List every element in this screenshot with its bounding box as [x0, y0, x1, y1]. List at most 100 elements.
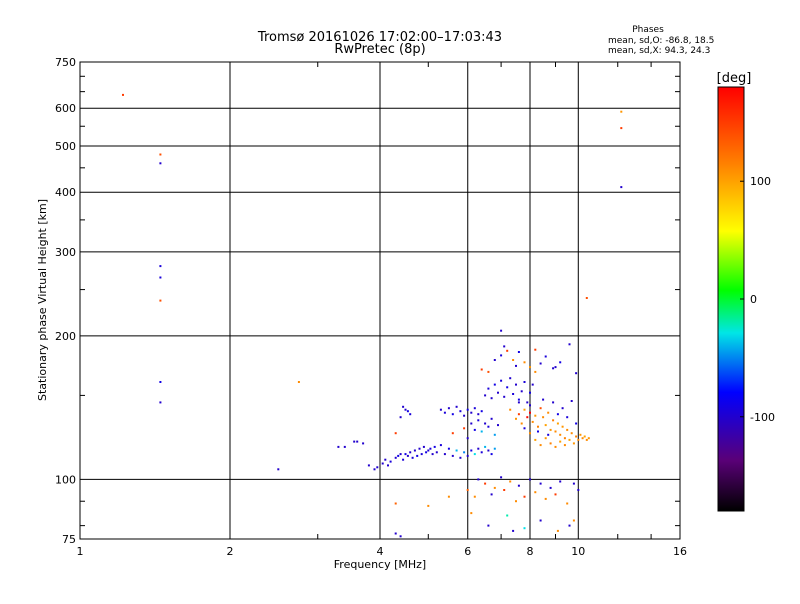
data-point [506, 386, 509, 389]
data-point [544, 497, 547, 500]
data-point [579, 433, 582, 436]
data-point [620, 110, 623, 113]
data-point [435, 451, 438, 454]
grid-lines [80, 62, 680, 539]
data-point [526, 401, 529, 404]
x-tick-label: 8 [527, 545, 534, 558]
data-point [493, 359, 496, 361]
data-point [394, 456, 397, 459]
y-tick-label: 75 [62, 533, 76, 546]
data-point [455, 405, 458, 408]
data-point [411, 456, 414, 459]
data-point [529, 391, 531, 394]
data-point [484, 445, 487, 448]
data-point [490, 453, 493, 456]
data-point [362, 442, 365, 445]
plot-frame [79, 61, 681, 540]
data-point [517, 484, 520, 487]
data-point [406, 410, 409, 413]
data-points [122, 93, 623, 538]
data-point [420, 453, 423, 456]
data-point [563, 437, 566, 440]
data-point [500, 329, 503, 332]
data-point [523, 361, 526, 364]
data-point [549, 486, 552, 489]
data-point [559, 440, 562, 443]
data-point [554, 430, 557, 433]
data-point [466, 437, 469, 440]
x-axis-label: Frequency [MHz] [334, 558, 426, 571]
data-point [484, 482, 487, 485]
data-point [413, 449, 416, 452]
data-point [537, 430, 539, 433]
data-point [572, 442, 575, 445]
data-point [387, 464, 389, 467]
data-point [477, 419, 480, 422]
data-point [427, 449, 430, 452]
data-point [470, 512, 473, 515]
x-tick-label: 6 [464, 545, 471, 558]
data-point [554, 366, 557, 369]
data-point [587, 437, 590, 440]
axis-ticks: 1 2 4 6 8 10 16 75 100 200 300 400 500 600 750 [55, 56, 687, 558]
data-point [487, 425, 490, 428]
data-point [466, 454, 469, 457]
data-point [566, 416, 569, 419]
data-point [575, 372, 578, 375]
data-point [297, 381, 300, 383]
data-point [529, 411, 531, 414]
x-tick-label: 16 [673, 545, 687, 558]
data-point [523, 427, 526, 430]
data-point [463, 414, 466, 417]
x-tick-label: 4 [377, 545, 384, 558]
data-point [547, 411, 550, 414]
data-point [529, 366, 531, 369]
data-point [490, 417, 493, 420]
data-point [515, 417, 517, 420]
data-point [477, 413, 480, 416]
data-point [399, 416, 402, 419]
data-point [568, 343, 571, 346]
stats-header: Phases [632, 25, 664, 35]
data-point [466, 408, 469, 411]
data-point [480, 430, 483, 433]
data-point [503, 345, 506, 348]
data-point [529, 404, 531, 407]
data-point [422, 445, 425, 448]
colorbar-label: [deg] [717, 71, 752, 86]
data-point [425, 451, 428, 454]
data-point [520, 390, 523, 393]
data-point [500, 476, 503, 479]
data-point [443, 453, 446, 456]
data-point [459, 410, 462, 413]
data-point [568, 438, 571, 441]
y-tick-label: 200 [55, 330, 76, 343]
data-point [534, 491, 537, 494]
y-tick-label: 750 [55, 56, 76, 69]
data-point [556, 422, 559, 425]
data-point [470, 422, 473, 425]
data-point [531, 383, 534, 386]
data-point [404, 408, 407, 411]
data-point [480, 451, 483, 454]
data-point [416, 454, 419, 457]
data-point [367, 464, 370, 467]
y-tick-label: 400 [55, 186, 76, 199]
y-axis-label: Stationary phase Virtual Height [km] [36, 199, 49, 401]
data-point [523, 495, 526, 498]
data-point [539, 407, 542, 410]
data-point [497, 424, 499, 427]
data-point [515, 364, 517, 367]
data-point [517, 351, 520, 353]
data-point [517, 398, 520, 401]
data-point [493, 447, 496, 450]
data-point [523, 381, 526, 383]
y-tick-label: 600 [55, 102, 76, 115]
data-point [122, 93, 124, 96]
data-point [544, 437, 547, 440]
data-point [570, 432, 573, 435]
data-point [552, 367, 555, 370]
data-point [394, 532, 397, 535]
chart-title: Tromsø 20161026 17:02:00–17:03:43 [257, 30, 502, 45]
data-point [566, 428, 569, 431]
